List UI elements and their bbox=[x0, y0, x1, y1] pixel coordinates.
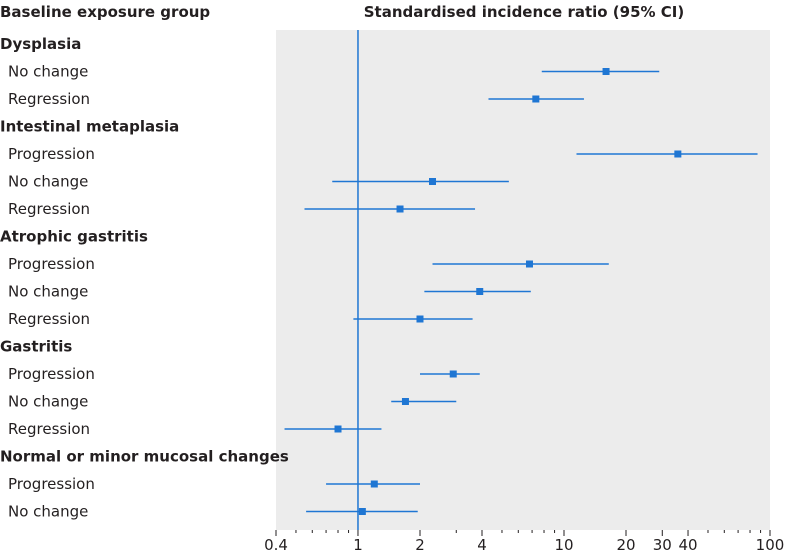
point-estimate bbox=[428, 178, 436, 185]
x-tick-label: 40 bbox=[678, 536, 697, 554]
point-estimate bbox=[674, 150, 682, 158]
point-estimate bbox=[532, 95, 540, 103]
x-tick-label: 20 bbox=[616, 536, 635, 554]
column-header-right: Standardised incidence ratio (95% CI) bbox=[364, 3, 685, 21]
row-label: Progression bbox=[8, 475, 95, 493]
row-label: Progression bbox=[8, 365, 95, 383]
group-label: Atrophic gastritis bbox=[0, 228, 148, 246]
x-axis: 0.4 1 2 4 10 20 30 40 100 bbox=[264, 530, 784, 554]
point-estimate bbox=[602, 68, 610, 75]
group-label: Normal or minor mucosal changes bbox=[0, 448, 289, 466]
row-label: Progression bbox=[8, 145, 95, 163]
row-label: No change bbox=[8, 283, 88, 301]
point-estimate bbox=[449, 370, 457, 378]
group-label: Dysplasia bbox=[0, 35, 81, 53]
group-label: Gastritis bbox=[0, 338, 72, 356]
row-label: No change bbox=[8, 173, 88, 191]
x-tick-label: 2 bbox=[415, 536, 425, 554]
row-label: Regression bbox=[8, 420, 90, 438]
point-estimate bbox=[525, 260, 533, 268]
point-estimate bbox=[396, 205, 404, 213]
x-tick-label: 100 bbox=[756, 536, 785, 554]
row-label: No change bbox=[8, 63, 88, 81]
point-estimate bbox=[416, 315, 424, 323]
row-label: Regression bbox=[8, 90, 90, 108]
point-estimate bbox=[370, 480, 378, 488]
x-tick-label: 0.4 bbox=[264, 536, 288, 554]
x-tick-label: 1 bbox=[353, 536, 363, 554]
column-header-left: Baseline exposure group bbox=[0, 3, 210, 21]
plot-background bbox=[276, 30, 770, 530]
row-label: No change bbox=[8, 393, 88, 411]
point-estimate bbox=[334, 425, 342, 433]
row-label: No change bbox=[8, 503, 88, 521]
row-label: Regression bbox=[8, 200, 90, 218]
rows-layer: Dysplasia No change Regression Intestinal m… bbox=[0, 35, 758, 521]
x-tick-label: 4 bbox=[477, 536, 487, 554]
point-estimate bbox=[476, 288, 484, 295]
point-estimate bbox=[401, 398, 409, 405]
row-label: Regression bbox=[8, 310, 90, 328]
x-tick-label: 10 bbox=[554, 536, 573, 554]
point-estimate bbox=[358, 508, 366, 515]
x-tick-label: 30 bbox=[653, 536, 672, 554]
group-label: Intestinal metaplasia bbox=[0, 118, 179, 136]
row-label: Progression bbox=[8, 255, 95, 273]
